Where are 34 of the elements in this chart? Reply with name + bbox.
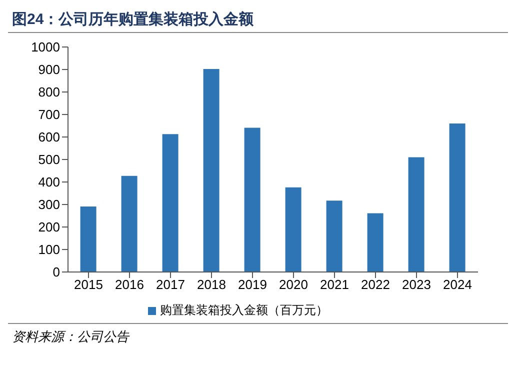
legend-label: 购置集装箱投入金额（百万元） (160, 303, 328, 317)
bar (162, 134, 178, 272)
y-tick-label: 100 (38, 242, 60, 258)
text: 资料来源：公司公告 (8, 323, 508, 350)
bar (285, 187, 302, 272)
bar (326, 200, 342, 272)
y-tick-label: 0 (52, 264, 60, 280)
bar (203, 69, 220, 272)
x-tick-label: 2019 (238, 277, 267, 292)
y-tick-label: 1000 (31, 40, 60, 55)
x-tick-label: 2021 (320, 277, 349, 292)
y-tick-label: 900 (38, 62, 60, 78)
bar (244, 128, 260, 272)
y-tick-label: 300 (38, 197, 60, 212)
x-tick-label: 2017 (156, 277, 185, 292)
x-tick-label: 2024 (443, 277, 472, 292)
x-tick-label: 2015 (74, 277, 103, 292)
bar (80, 206, 96, 272)
x-tick-label: 2018 (197, 277, 226, 292)
bar (449, 124, 466, 272)
bar (367, 213, 384, 272)
bar (408, 157, 424, 272)
y-tick-label: 500 (38, 152, 60, 168)
x-tick-label: 2022 (361, 277, 390, 292)
x-tick-label: 2023 (402, 277, 431, 292)
y-tick-label: 800 (38, 84, 60, 100)
x-tick-label: 2016 (115, 277, 144, 292)
y-tick-label: 200 (38, 220, 60, 235)
y-tick-label: 400 (38, 174, 60, 190)
y-tick-label: 600 (38, 130, 60, 145)
chart-title: 图24：公司历年购置集装箱投入金额 (8, 8, 508, 33)
y-tick-label: 700 (38, 107, 60, 122)
bar (121, 176, 138, 272)
x-tick-label: 2020 (279, 277, 308, 292)
